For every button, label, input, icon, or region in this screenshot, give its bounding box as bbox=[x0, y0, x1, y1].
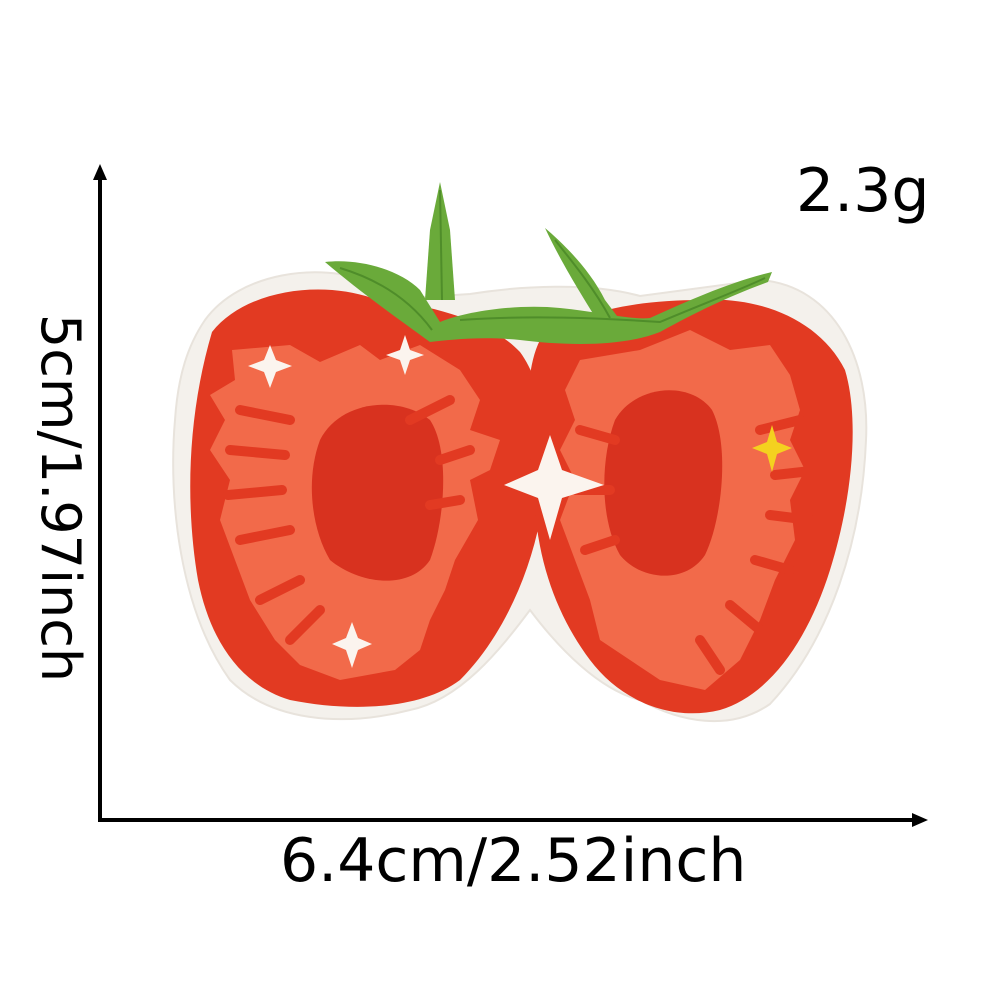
sparkles bbox=[248, 335, 792, 668]
width-dimension-label: 6.4cm/2.52inch bbox=[280, 826, 747, 896]
dimension-axes bbox=[93, 164, 928, 827]
stem-leaves bbox=[325, 182, 772, 344]
sparkle-icon bbox=[752, 425, 792, 472]
sparkle-icon bbox=[248, 345, 292, 388]
weight-label: 2.3g bbox=[796, 156, 930, 226]
height-dimension-label: 5cm/1.97inch bbox=[29, 313, 92, 683]
sparkle-icon bbox=[386, 335, 424, 375]
right-tomato bbox=[528, 299, 853, 714]
left-tomato bbox=[190, 289, 547, 707]
sparkle-icon bbox=[332, 622, 372, 668]
right-arrow-icon bbox=[912, 813, 928, 827]
sparkle-icon bbox=[504, 435, 604, 540]
up-arrow-icon bbox=[93, 164, 107, 180]
